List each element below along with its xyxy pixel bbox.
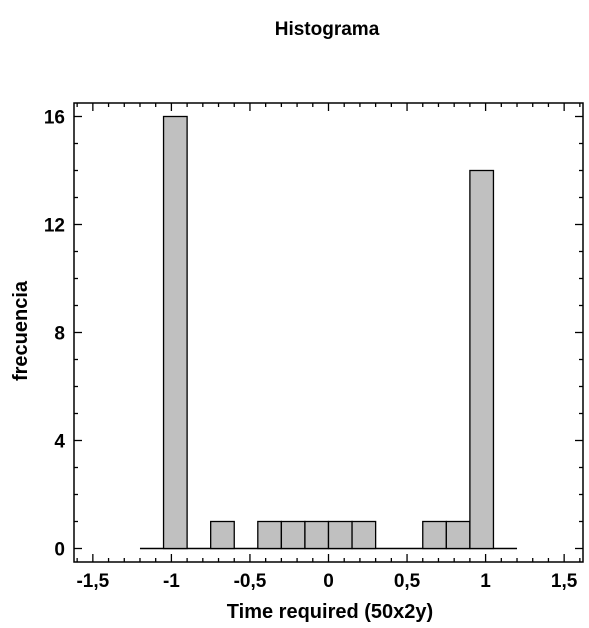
y-tick-label: 12 — [44, 216, 65, 237]
histogram-bar — [422, 520, 447, 550]
x-tick-label: 0,5 — [394, 571, 421, 592]
chart-title: Histograma — [275, 19, 380, 40]
x-tick-label: 1 — [480, 571, 491, 592]
x-tick-label: -1,5 — [76, 571, 109, 592]
histogram-bar — [257, 520, 283, 550]
x-tick-label: 1,5 — [551, 571, 578, 592]
histogram-bar — [304, 520, 330, 550]
histogram-bar — [327, 520, 353, 550]
x-tick-label: 0 — [323, 571, 334, 592]
histogram-bar — [162, 115, 188, 550]
x-tick-label: -0,5 — [234, 571, 267, 592]
histogram-bar — [351, 520, 377, 550]
x-tick-label: -1 — [163, 571, 180, 592]
y-tick-label: 4 — [54, 432, 65, 453]
y-tick-label: 0 — [54, 540, 65, 561]
y-tick-label: 16 — [44, 108, 65, 129]
y-tick-label: 8 — [54, 324, 65, 345]
plot-area: -1,5 -1 -0,5 0 0,5 1 1,5 0 4 8 12 16 — [44, 102, 584, 592]
x-axis-label: Time required (50x2y) — [227, 601, 433, 623]
histogram-bar — [445, 520, 471, 550]
plot-frame — [73, 102, 584, 563]
histogram-bar — [210, 520, 235, 550]
y-axis-label: frecuencia — [10, 280, 32, 381]
histogram-bar — [469, 169, 495, 550]
histogram-bar — [280, 520, 306, 550]
